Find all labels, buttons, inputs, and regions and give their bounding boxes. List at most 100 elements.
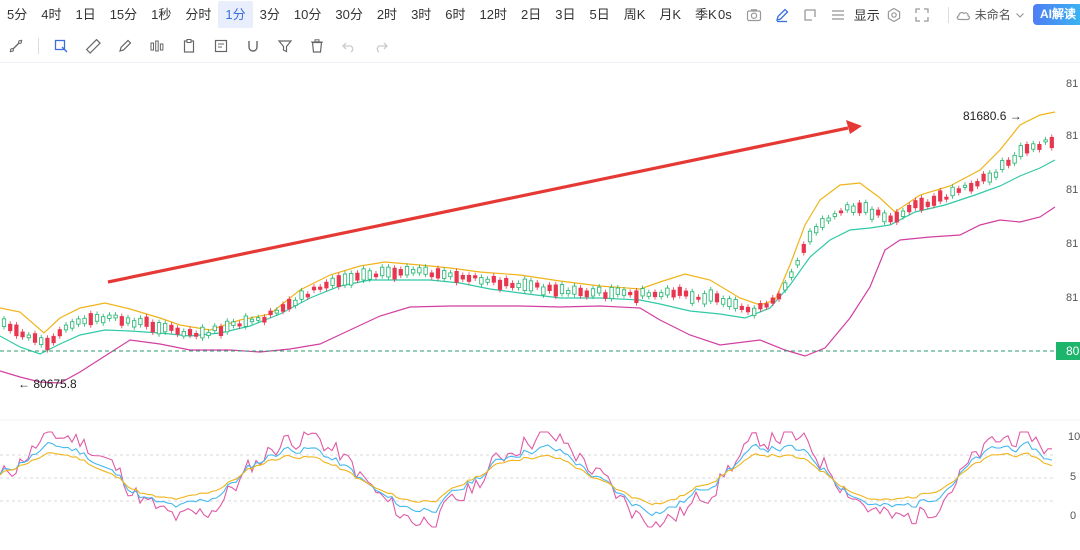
fullscreen-icon[interactable]	[914, 7, 930, 23]
candle-body	[1024, 143, 1030, 154]
candle-body	[45, 337, 50, 350]
candle-body	[305, 293, 310, 298]
candle-body	[876, 209, 881, 216]
candle-body	[702, 293, 707, 305]
crop-icon[interactable]	[802, 7, 818, 23]
chevron-down-icon[interactable]	[1014, 9, 1026, 21]
list-settings-icon[interactable]	[830, 7, 846, 23]
candle-body	[993, 171, 999, 178]
indicator-tool-icon[interactable]	[141, 31, 173, 61]
candle-body	[318, 286, 323, 290]
low-price-value: 80675.8	[33, 377, 77, 391]
ai-interpret-button[interactable]: AI解读	[1033, 4, 1080, 25]
candle-body	[975, 181, 980, 187]
timeframe-tab[interactable]: 10分	[293, 7, 322, 22]
timeframe-toolbar: 5分 4时 1日 15分 1秒 分时 1分 3分 10分 30分 2时 3时 6时 12时 2日 3日 5日 周K…	[0, 0, 1080, 29]
candle-body	[94, 314, 100, 322]
candle-body	[510, 282, 515, 289]
candle-body	[32, 333, 38, 343]
candle-body	[733, 299, 738, 310]
candle-body	[448, 272, 453, 278]
delete-tool-icon[interactable]	[301, 31, 333, 61]
candle-body	[981, 173, 986, 182]
filter-tool-icon[interactable]	[269, 31, 301, 61]
cursor-tool-icon[interactable]	[0, 31, 32, 61]
timeframe-tab[interactable]: 2时	[376, 7, 398, 22]
drawing-toolbar	[0, 31, 1080, 61]
timeframe-tab[interactable]: 3日	[555, 7, 576, 22]
timeframe-tab[interactable]: 12时	[479, 7, 507, 22]
timeframe-tab[interactable]: 周K	[623, 7, 646, 22]
timeframe-tab[interactable]: 1日	[75, 7, 96, 22]
candle-body	[218, 326, 224, 336]
timeframe-tab[interactable]: 1分	[218, 1, 253, 28]
candle-body	[683, 290, 689, 297]
candle-body	[609, 286, 614, 300]
candle-body	[70, 321, 75, 329]
timeframe-tab[interactable]: 2日	[521, 7, 542, 22]
candle-body	[969, 182, 974, 192]
candle-body	[423, 266, 428, 275]
gear-icon[interactable]	[886, 7, 902, 23]
timeframe-tab[interactable]: 月K	[659, 7, 682, 22]
sub-axis-tick: 0	[1070, 510, 1077, 522]
candle-body	[349, 273, 354, 286]
candle-body	[39, 337, 44, 346]
candle-body	[435, 268, 441, 279]
ruler-tool-icon[interactable]	[77, 31, 109, 61]
candle-body	[429, 272, 434, 278]
pencil-icon[interactable]	[774, 7, 790, 23]
rectangle-tool-icon[interactable]	[45, 31, 77, 61]
candle-body	[1031, 143, 1036, 150]
clipboard-tool-icon[interactable]	[173, 31, 205, 61]
note-tool-icon[interactable]	[205, 31, 237, 61]
magnet-tool-icon[interactable]	[237, 31, 269, 61]
toolbar-divider	[0, 62, 1080, 63]
timeframe-tab[interactable]: 1秒	[151, 7, 172, 22]
candle-body	[894, 211, 899, 223]
candle-body	[708, 289, 713, 302]
candle-body	[801, 243, 806, 253]
stoch-j-line	[0, 452, 1053, 506]
layout-name[interactable]: 未命名	[974, 8, 1011, 22]
candle-body	[311, 286, 317, 291]
candle-body	[522, 278, 527, 291]
timeframe-tab[interactable]: 5分	[7, 7, 28, 22]
candle-body	[900, 210, 906, 217]
candle-body	[187, 329, 193, 336]
timeframe-tab[interactable]: 6时	[445, 7, 466, 22]
candle-body	[789, 271, 794, 278]
candle-body	[795, 260, 800, 266]
candle-body	[1037, 143, 1042, 150]
candle-body	[640, 288, 645, 297]
candle-body	[336, 275, 341, 287]
timeframe-tab[interactable]: 分时	[185, 7, 212, 22]
candle-body	[380, 266, 385, 277]
candle-body	[8, 323, 13, 332]
candle-body	[572, 285, 577, 295]
timeframe-tab[interactable]: 30分	[335, 7, 363, 22]
display-button[interactable]: 显示	[853, 8, 880, 23]
candle-body	[677, 286, 682, 296]
candle-body	[82, 317, 87, 325]
axis-tick: 81	[1066, 130, 1079, 142]
cloud-icon	[955, 7, 971, 23]
timeframe-tab[interactable]: 3分	[259, 7, 280, 22]
chart-area[interactable]	[0, 63, 1080, 550]
timeframe-tab[interactable]: 季K	[695, 7, 717, 22]
candle-body	[51, 335, 56, 344]
countdown: 0s	[718, 7, 732, 22]
redo-icon[interactable]	[365, 31, 397, 61]
brush-tool-icon[interactable]	[109, 31, 141, 61]
candle-body	[1, 318, 7, 327]
timeframe-tab[interactable]: 15分	[109, 7, 138, 22]
camera-icon[interactable]	[746, 7, 762, 23]
candle-body	[752, 307, 757, 316]
candle-body	[460, 275, 465, 280]
candle-body	[590, 288, 596, 297]
timeframe-tab[interactable]: 5日	[589, 7, 610, 22]
candle-body	[361, 268, 366, 281]
undo-icon[interactable]	[333, 31, 365, 61]
timeframe-tab[interactable]: 3时	[411, 7, 432, 22]
timeframe-tab[interactable]: 4时	[41, 7, 62, 22]
